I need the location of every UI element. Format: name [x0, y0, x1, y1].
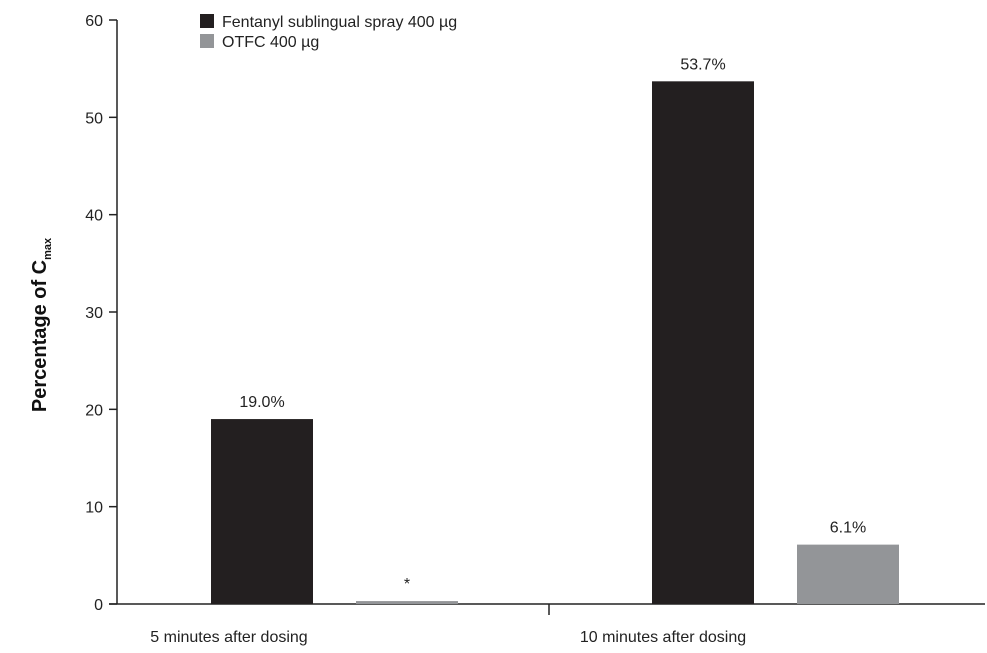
- bar: [211, 419, 313, 604]
- data-label: 6.1%: [830, 520, 866, 537]
- y-tick-label: 0: [94, 597, 103, 614]
- data-label: 19.0%: [239, 394, 284, 411]
- x-category-label: 5 minutes after dosing: [150, 629, 307, 646]
- x-category-label: 10 minutes after dosing: [580, 629, 746, 646]
- y-tick-label: 60: [85, 13, 103, 30]
- y-tick-label: 30: [85, 305, 103, 322]
- legend-swatch: [200, 34, 214, 48]
- legend-label: OTFC 400 µg: [222, 34, 319, 51]
- y-tick-label: 50: [85, 110, 103, 127]
- data-label: *: [404, 576, 410, 593]
- data-label: 53.7%: [680, 56, 725, 73]
- legend-label: Fentanyl sublingual spray 400 µg: [222, 14, 457, 31]
- y-tick-label: 20: [85, 402, 103, 419]
- bar: [797, 544, 899, 604]
- bar: [356, 601, 458, 604]
- y-axis-title-main: Percentage of C: [29, 260, 51, 412]
- y-tick-label: 40: [85, 208, 103, 225]
- bars: [211, 81, 899, 604]
- x-axis: 5 minutes after dosing 10 minutes after d…: [109, 603, 985, 646]
- data-labels: 19.0% 53.7% * 6.1%: [239, 56, 866, 593]
- y-axis: 0 10 20 30 40 50 60: [85, 13, 118, 614]
- y-axis-title-subscript: max: [42, 237, 54, 260]
- y-axis-title: Percentage of Cmax: [29, 237, 54, 412]
- legend: Fentanyl sublingual spray 400 µg OTFC 400…: [200, 14, 457, 51]
- y-tick-label: 10: [85, 500, 103, 517]
- legend-swatch: [200, 14, 214, 28]
- bar: [652, 81, 754, 604]
